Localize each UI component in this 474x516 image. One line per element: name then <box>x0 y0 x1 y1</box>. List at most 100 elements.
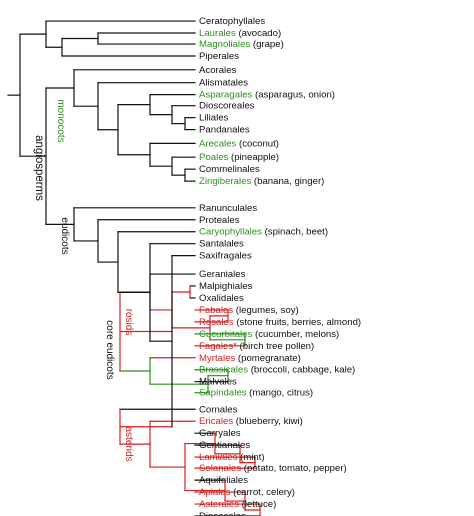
taxon-label-acorales: Acorales <box>199 64 237 75</box>
taxon-name: Garryales <box>199 428 241 439</box>
taxon-label-zingiberales: Zingiberales (banana, ginger) <box>199 176 324 187</box>
taxon-label-malvales: Malvales <box>199 376 237 387</box>
taxon-label-fabales: Fabales (legumes, soy) <box>199 304 299 315</box>
taxon-note: (cucumber, melons) <box>252 328 339 339</box>
taxon-name: Cornales <box>199 404 238 415</box>
taxon-label-piperales: Piperales <box>199 51 239 62</box>
taxon-note: (carrot, celery) <box>230 487 295 498</box>
group-label-eudicots: eudicots <box>59 217 70 254</box>
taxon-label-liliales: Liliales <box>199 112 229 123</box>
taxon-label-poales: Poales (pineapple) <box>199 152 279 163</box>
taxon-name: Laurales <box>199 28 236 39</box>
taxon-name: Zingiberales <box>199 176 251 187</box>
taxon-label-ranunculales: Ranunculales <box>199 202 257 213</box>
taxon-label-ceratophyllales: Ceratophyllales <box>199 16 265 27</box>
taxon-note: (broccoli, cabbage, kale) <box>248 364 355 375</box>
taxon-note: (potato, tomato, pepper) <box>241 463 347 474</box>
taxon-label-sapindales: Sapindales (mango, citrus) <box>199 387 313 398</box>
taxon-label-malpighiales: Malpighiales <box>199 281 253 292</box>
taxon-label-gentianales: Gentianales <box>199 440 250 451</box>
taxon-name: Sapindales <box>199 387 247 398</box>
taxon-name: Apiales <box>199 487 231 498</box>
taxon-name: Malvales <box>199 376 237 387</box>
taxon-label-aquifoliales: Aquifoliales <box>199 475 248 486</box>
taxon-name: Fabales <box>199 304 233 315</box>
tree-branches <box>7 20 261 516</box>
group-label-angiosperms: angiosperms <box>33 135 45 201</box>
taxon-name: Asterales <box>199 499 239 510</box>
taxon-note: (mint) <box>237 452 264 463</box>
taxon-name: Magnoliales <box>199 39 250 50</box>
taxon-note: (spinach, beet) <box>262 226 328 237</box>
taxon-name: Arecales <box>199 138 237 149</box>
taxon-name: Caryophyllales <box>199 226 262 237</box>
taxon-label-dipsacales: Dipsacales <box>199 511 246 516</box>
taxon-name: Alismatales <box>199 77 248 88</box>
group-label-monocots: monocots <box>55 99 66 142</box>
taxon-note: (stone fruits, berries, almond) <box>234 316 361 327</box>
taxon-note: (lettuce) <box>239 499 276 510</box>
taxon-name: Oxalidales <box>199 292 244 303</box>
taxon-note: (birch tree pollen) <box>237 340 314 351</box>
taxon-label-rosales: Rosales (stone fruits, berries, almond) <box>199 316 361 327</box>
taxon-name: Proteales <box>199 214 240 225</box>
taxon-label-arecales: Arecales (coconut) <box>199 138 279 149</box>
taxon-label-fagales: Fagales* (birch tree pollen) <box>199 340 314 351</box>
taxon-name: Ericales <box>199 416 233 427</box>
taxon-name: Ranunculales <box>199 202 257 213</box>
taxon-label-alismatales: Alismatales <box>199 77 248 88</box>
taxon-label-cornales: Cornales <box>199 404 238 415</box>
taxon-name: Liliales <box>199 112 229 123</box>
taxon-name: Commelinales <box>199 164 260 175</box>
taxon-label-pandanales: Pandanales <box>199 124 250 135</box>
taxon-note: (blueberry, kiwi) <box>233 416 303 427</box>
taxon-name: Fagales* <box>199 340 237 351</box>
taxon-label-ericales: Ericales (blueberry, kiwi) <box>199 416 303 427</box>
taxon-note: (coconut) <box>236 138 279 149</box>
taxon-name: Gentianales <box>199 440 250 451</box>
taxon-note: (banana, ginger) <box>251 176 324 187</box>
taxon-note: (mango, citrus) <box>246 387 313 398</box>
taxon-name: Saxifragales <box>199 250 252 261</box>
taxon-name: Malpighiales <box>199 281 253 292</box>
taxon-label-commelinales: Commelinales <box>199 164 260 175</box>
taxon-name: Acorales <box>199 64 237 75</box>
taxon-label-saxifragales: Saxifragales <box>199 250 252 261</box>
taxon-name: Santalales <box>199 238 244 249</box>
taxon-label-cucurbitales: Cucurbitales (cucumber, melons) <box>199 328 339 339</box>
taxon-note: (asparagus, onion) <box>252 89 335 100</box>
taxon-name: Dipsacales <box>199 511 246 516</box>
group-label-core-eudicots: core eudicots <box>104 320 115 379</box>
taxon-name: Lamiales <box>199 452 238 463</box>
taxon-name: Solanales <box>199 463 241 474</box>
taxon-label-solanales: Solanales (potato, tomato, pepper) <box>199 463 347 474</box>
taxon-label-brassicales: Brassicales (broccoli, cabbage, kale) <box>199 364 355 375</box>
taxon-note: (grape) <box>250 39 284 50</box>
taxon-note: (pineapple) <box>228 152 279 163</box>
taxon-name: Aquifoliales <box>199 475 248 486</box>
taxon-label-dioscoreales: Dioscoreales <box>199 100 255 111</box>
taxon-name: Geraniales <box>199 269 246 280</box>
taxon-label-santalales: Santalales <box>199 238 244 249</box>
taxon-name: Cucurbitales <box>199 328 253 339</box>
taxon-name: Ceratophyllales <box>199 16 265 27</box>
taxon-name: Rosales <box>199 316 234 327</box>
group-label-asterids: asterids <box>123 426 134 461</box>
taxon-name: Poales <box>199 152 229 163</box>
taxon-name: Piperales <box>199 51 239 62</box>
taxon-label-asterales: Asterales (lettuce) <box>199 499 276 510</box>
taxon-name: Brassicales <box>199 364 248 375</box>
taxon-note: (avocado) <box>236 28 281 39</box>
taxon-label-lamiales: Lamiales (mint) <box>199 452 265 463</box>
taxon-note: (legumes, soy) <box>233 304 299 315</box>
taxon-label-laurales: Laurales (avocado) <box>199 28 281 39</box>
group-label-rosids: rosids <box>123 309 134 336</box>
taxon-label-geraniales: Geraniales <box>199 269 246 280</box>
taxon-name: Dioscoreales <box>199 100 255 111</box>
taxon-label-apiales: Apiales (carrot, celery) <box>199 487 295 498</box>
taxon-label-magnoliales: Magnoliales (grape) <box>199 39 284 50</box>
taxon-name: Asparagales <box>199 89 253 100</box>
taxon-label-asparagales: Asparagales (asparagus, onion) <box>199 89 335 100</box>
taxon-name: Pandanales <box>199 124 250 135</box>
